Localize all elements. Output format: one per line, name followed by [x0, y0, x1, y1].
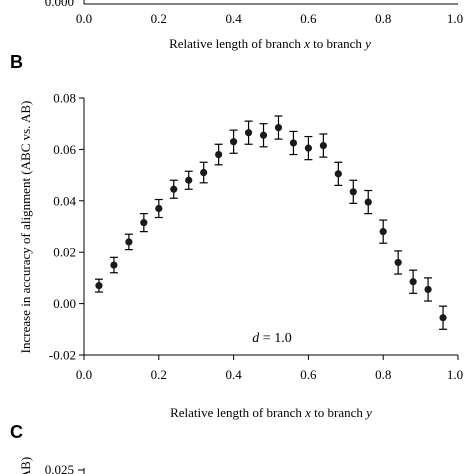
y-tick-label: 0.04	[53, 193, 76, 208]
data-point	[140, 219, 148, 227]
panel-c-partial-y-axis-label: AB)	[18, 457, 33, 474]
y-tick-label: 0.08	[53, 91, 76, 106]
data-point	[125, 238, 133, 246]
panel-a-x-tick-label: 0.2	[151, 11, 167, 26]
panel-a-x-tick-label: 0.8	[375, 11, 391, 26]
panel-a-x-tick-label: 0.6	[300, 11, 317, 26]
x-tick-label: 0.0	[76, 367, 92, 382]
panel-b-label: B	[10, 52, 23, 72]
data-point	[424, 285, 432, 294]
panel-a-partial-tick-label: 0.000	[45, 0, 74, 9]
panel-b-y-ticks: -0.02 0.00 0.02 0.04 0.06 0.08	[49, 91, 84, 363]
panel-a-x-tick-label: 0.4	[225, 11, 242, 26]
panel-c-partial-tick-label: 0.025	[45, 462, 74, 474]
y-tick-label: -0.02	[49, 348, 76, 363]
data-point	[334, 170, 342, 178]
data-point	[170, 185, 178, 193]
data-point	[364, 198, 372, 206]
panel-b-x-ticks: 0.0 0.2 0.4 0.6 0.8 1.0	[76, 355, 463, 382]
data-point	[379, 228, 387, 236]
data-point	[319, 141, 327, 150]
data-point	[439, 314, 447, 322]
panel-a-x-axis-label: Relative length of branch x to branch y	[169, 36, 371, 51]
data-point	[200, 168, 208, 177]
panel-b-error-bars	[94, 115, 448, 330]
x-tick-label: 0.2	[151, 367, 167, 382]
panel-a-x-tick-label: 1.0	[447, 11, 463, 26]
y-tick-label: 0.02	[53, 245, 76, 260]
data-point	[304, 144, 312, 152]
data-point	[185, 176, 193, 184]
x-tick-label: 0.4	[225, 367, 242, 382]
x-tick-label: 0.6	[300, 367, 317, 382]
y-tick-label: 0.00	[53, 296, 76, 311]
data-point	[409, 278, 417, 286]
data-point	[230, 138, 238, 146]
x-tick-label: 1.0	[447, 367, 463, 382]
panel-c-label: C	[10, 422, 23, 442]
panel-b-plot: -0.020.000.020.040.060.08 0.0 0.2 0.4 0.6 0.…	[49, 91, 463, 383]
data-point	[394, 258, 402, 267]
data-point	[274, 123, 283, 132]
data-point	[155, 204, 163, 213]
data-point	[110, 261, 118, 269]
data-point	[244, 129, 253, 137]
panel-a-remnant: 0.000 0.0 0.2 0.4 0.6 0.8 1.0 Relative l…	[45, 0, 463, 51]
data-point	[95, 282, 103, 290]
data-point	[215, 150, 223, 159]
x-tick-label: 0.8	[375, 367, 391, 382]
panel-b-y-axis-label: Increase in accuracy of alignment (ABC v…	[18, 101, 33, 354]
panel-a-x-tick-label: 0.0	[76, 11, 92, 26]
data-point	[349, 188, 357, 196]
panel-b-data-points	[95, 123, 447, 322]
data-point	[259, 131, 268, 139]
panel-b-annotation: d = 1.0	[252, 331, 291, 346]
y-tick-label: 0.06	[53, 142, 76, 157]
data-point	[289, 139, 298, 147]
panel-b-x-axis-label: Relative length of branch x to branch y	[170, 405, 372, 420]
